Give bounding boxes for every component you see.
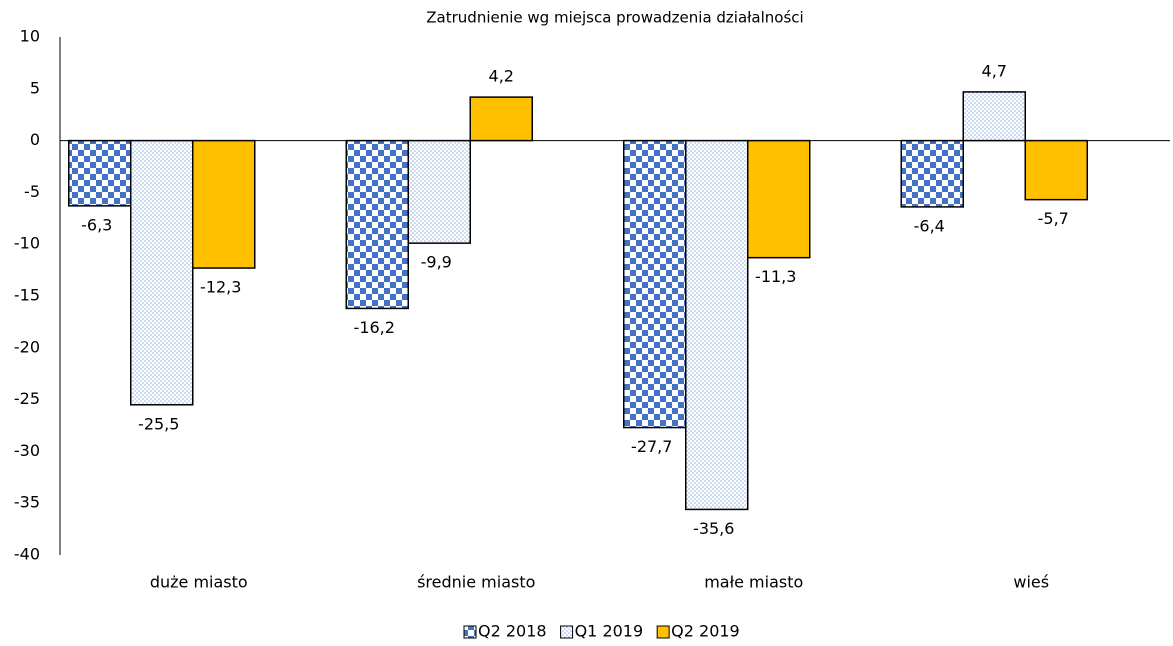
- x-tick-label: małe miasto: [704, 573, 803, 592]
- y-tick-label: -30: [14, 441, 40, 460]
- legend-swatch: [463, 625, 477, 639]
- bar: [68, 139, 132, 207]
- bar: [407, 139, 471, 244]
- value-label: -16,2: [354, 318, 395, 337]
- y-tick-label: -5: [24, 182, 40, 201]
- value-label: -6,3: [81, 215, 112, 234]
- legend-label: Q1 2019: [575, 622, 644, 641]
- bar: [685, 139, 749, 511]
- bar: [345, 139, 409, 310]
- value-label: -35,6: [693, 519, 734, 538]
- legend-swatch: [560, 625, 574, 639]
- bar: [747, 139, 811, 259]
- bar: [962, 91, 1026, 142]
- y-tick-label: -20: [14, 337, 40, 356]
- y-tick-label: 5: [30, 78, 40, 97]
- value-label: -11,3: [755, 267, 796, 286]
- bar: [130, 139, 194, 406]
- value-label: -27,7: [631, 437, 672, 456]
- value-label: -25,5: [138, 414, 179, 433]
- legend-label: Q2 2018: [478, 622, 547, 641]
- bar: [623, 139, 687, 429]
- bar: [469, 96, 533, 142]
- y-tick-label: -15: [14, 286, 40, 305]
- y-tick-label: -25: [14, 389, 40, 408]
- value-label: -6,4: [914, 216, 945, 235]
- y-tick-label: 0: [30, 130, 40, 149]
- legend-swatch: [656, 625, 670, 639]
- x-tick-label: wieś: [1013, 573, 1049, 592]
- value-label: 4,2: [489, 67, 514, 86]
- legend-label: Q2 2019: [671, 622, 740, 641]
- y-tick-label: -40: [14, 545, 40, 564]
- value-label: -5,7: [1038, 209, 1069, 228]
- y-tick-label: 10: [20, 27, 40, 46]
- value-label: -9,9: [421, 253, 452, 272]
- y-tick-label: -10: [14, 234, 40, 253]
- y-tick-label: -35: [14, 493, 40, 512]
- value-label: -12,3: [200, 278, 241, 297]
- bar: [192, 139, 256, 269]
- bar: [1024, 139, 1088, 201]
- value-label: 4,7: [982, 61, 1007, 80]
- x-tick-label: średnie miasto: [417, 573, 535, 592]
- bar: [900, 139, 964, 208]
- x-tick-label: duże miasto: [150, 573, 248, 592]
- chart-title: Zatrudnienie wg miejsca prowadzenia dzia…: [426, 9, 803, 27]
